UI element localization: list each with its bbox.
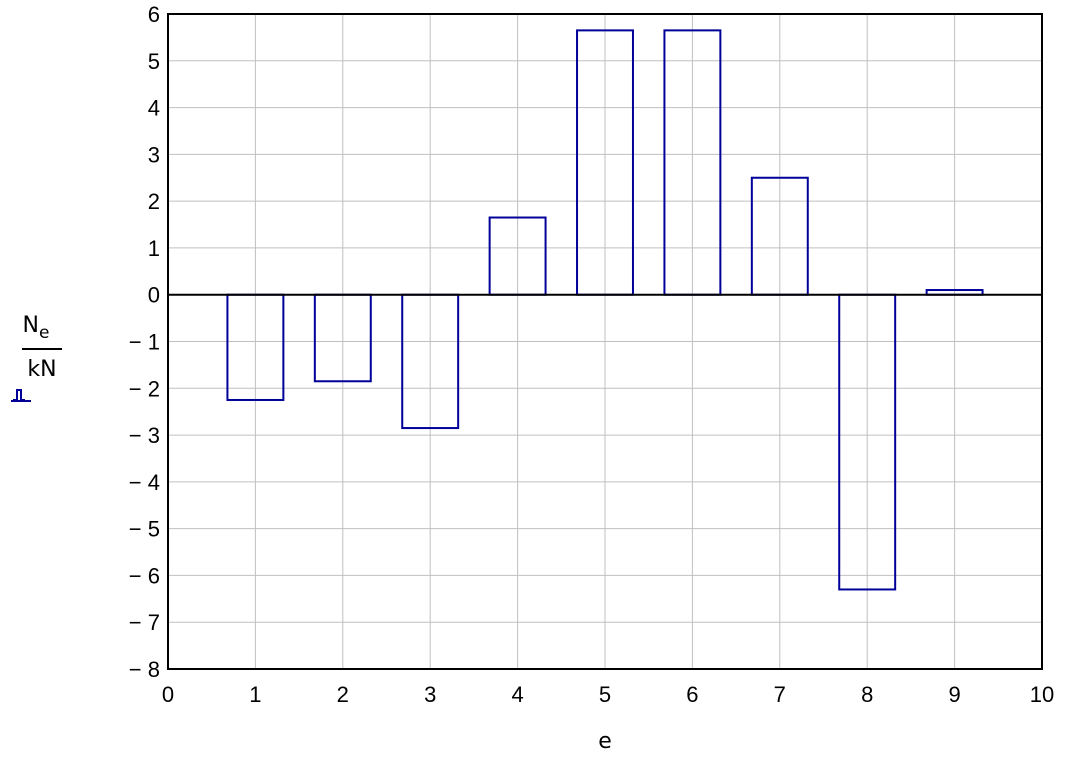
x-tick-label: 9: [948, 682, 960, 707]
y-axis-title-numerator: Ne: [23, 313, 50, 343]
x-tick-label: 0: [162, 682, 174, 707]
x-axis-title: e: [598, 729, 612, 754]
x-tick-label: 7: [774, 682, 786, 707]
y-tick-label: − 4: [129, 470, 160, 495]
y-tick-label: 2: [148, 189, 160, 214]
y-tick-label: 4: [148, 96, 160, 121]
x-tick-label: 5: [599, 682, 611, 707]
y-tick-label: 6: [148, 2, 160, 27]
y-tick-label: 1: [148, 236, 160, 261]
y-tick-label: 3: [148, 142, 160, 167]
x-tick-label: 3: [424, 682, 436, 707]
y-tick-labels: 6 5 4 3 2 1 0 − 1 − 2 − 3 − 4 − 5 − 6 − 7 − 8: [129, 2, 160, 682]
x-tick-labels: 0 1 2 3 4 5 6 7 8 9 10: [162, 682, 1054, 707]
plot-area-frame: [167, 13, 1043, 670]
y-tick-label: − 8: [129, 657, 160, 682]
y-tick-label: 5: [148, 49, 160, 74]
x-tick-label: 2: [337, 682, 349, 707]
y-tick-label: − 7: [129, 610, 160, 635]
bar-legend-symbol-icon: [11, 389, 31, 402]
x-tick-label: 4: [511, 682, 523, 707]
y-tick-label: − 5: [129, 517, 160, 542]
y-tick-label: 0: [148, 283, 160, 308]
x-tick-label: 1: [249, 682, 261, 707]
x-tick-label: 8: [861, 682, 873, 707]
x-tick-label: 6: [686, 682, 698, 707]
x-tick-label: 10: [1030, 682, 1054, 707]
y-tick-label: − 1: [129, 330, 160, 355]
grid-lines: [167, 13, 1043, 670]
y-axis-title: Ne kN: [22, 313, 62, 382]
y-axis-title-denominator: kN: [27, 357, 56, 382]
y-tick-label: − 6: [129, 563, 160, 588]
y-tick-label: − 3: [129, 423, 160, 448]
y-tick-label: − 2: [129, 376, 160, 401]
